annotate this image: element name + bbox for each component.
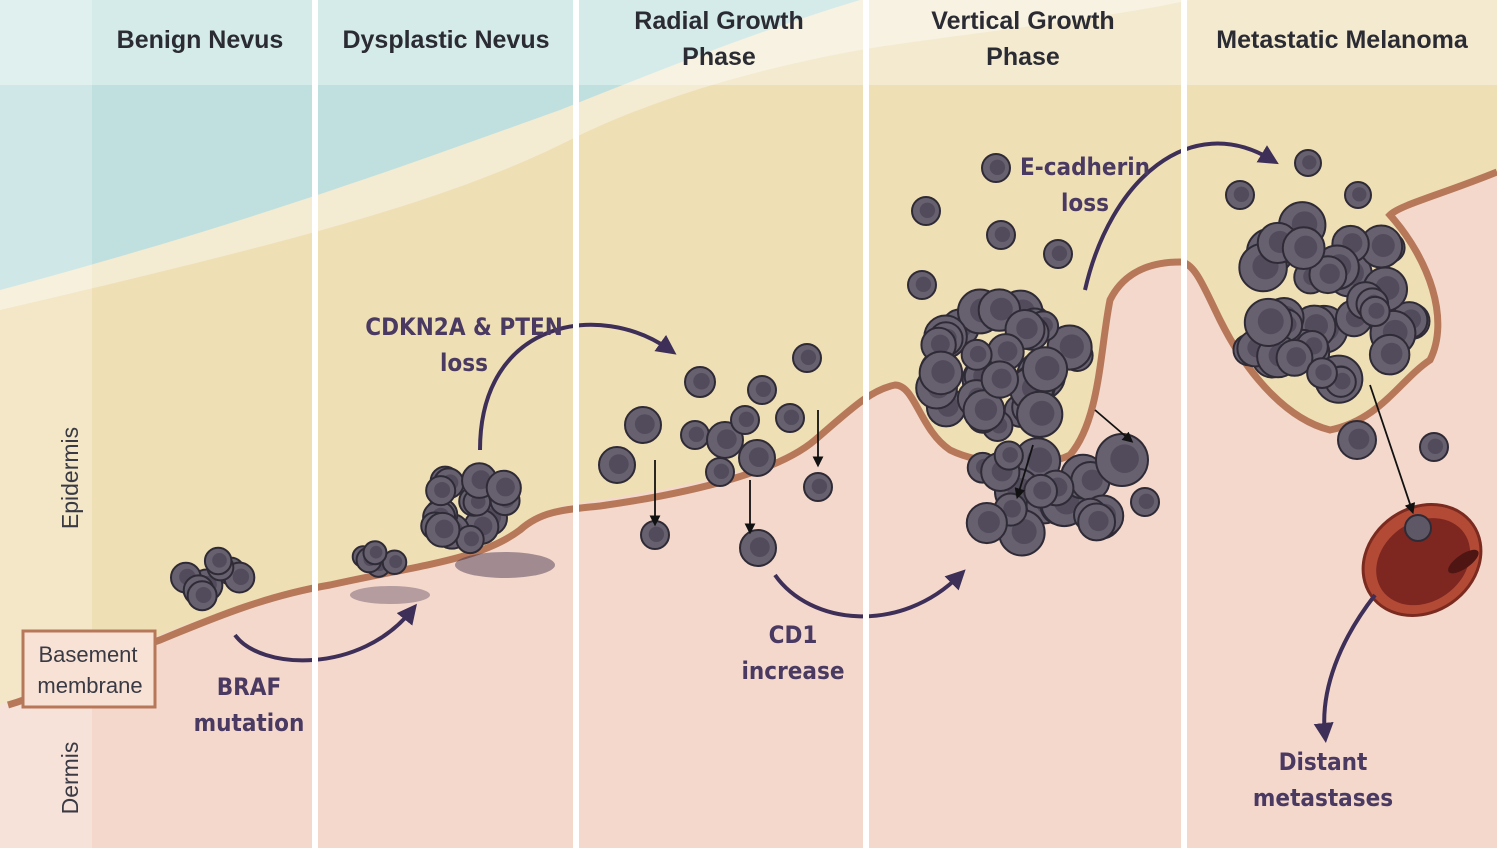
nucleus: [1016, 317, 1038, 340]
annotation: metastases: [1253, 784, 1393, 812]
nucleus: [634, 414, 655, 434]
stage-title: Dysplastic Nevus: [342, 26, 549, 54]
nucleus: [1051, 245, 1068, 261]
left-band: [0, 0, 92, 848]
nucleus: [1110, 444, 1139, 474]
shadow: [350, 586, 430, 604]
annotation: loss: [440, 349, 488, 377]
stage-title: Benign Nevus: [117, 26, 284, 54]
nucleus: [648, 526, 665, 542]
nucleus: [974, 398, 998, 421]
nucleus: [1059, 334, 1084, 359]
nucleus: [748, 447, 769, 467]
stage-title: Phase: [986, 43, 1060, 71]
nucleus: [713, 463, 730, 479]
cells: [169, 149, 1449, 612]
annotation: mutation: [194, 709, 305, 737]
nucleus: [496, 477, 515, 497]
nucleus: [688, 426, 705, 442]
nucleus: [608, 454, 629, 474]
nucleus: [783, 409, 800, 425]
nucleus: [1033, 481, 1052, 500]
layer-label: Dermis: [57, 742, 83, 815]
nucleus: [1371, 233, 1395, 258]
cell: [1404, 514, 1432, 542]
nucleus: [991, 368, 1012, 389]
nucleus: [990, 297, 1013, 321]
annotation: increase: [742, 657, 845, 685]
blood-vessel: [1361, 503, 1483, 617]
nucleus: [1029, 400, 1055, 426]
nucleus: [389, 555, 403, 569]
nucleus: [811, 478, 828, 494]
annotation: CDKN2A & PTEN: [365, 313, 563, 341]
nucleus: [1138, 493, 1155, 509]
nucleus: [969, 345, 987, 363]
stage-title: Vertical Growth: [931, 7, 1114, 35]
annotation: E-cadherin: [1020, 153, 1150, 181]
nucleus: [434, 481, 451, 498]
nucleus: [693, 373, 710, 390]
nucleus: [434, 519, 454, 539]
dividers: [312, 0, 1187, 848]
nucleus: [1352, 187, 1367, 202]
nucleus: [1286, 347, 1307, 367]
annotation: BRAF: [217, 673, 282, 701]
stage-title: Radial Growth: [634, 7, 803, 35]
nucleus: [1380, 342, 1403, 365]
nucleus: [1011, 519, 1037, 545]
basement-membrane-label: Basement: [38, 642, 137, 667]
nucleus: [1088, 510, 1109, 532]
annotation: CD1: [769, 621, 818, 649]
nucleus: [1081, 469, 1103, 491]
nucleus: [915, 276, 932, 292]
nucleus: [464, 531, 479, 547]
nucleus: [212, 553, 227, 568]
nucleus: [1294, 235, 1318, 259]
nucleus: [232, 568, 250, 585]
nucleus: [994, 226, 1011, 242]
nucleus: [989, 159, 1006, 175]
basement-membrane-box: [21, 629, 157, 709]
nucleus: [1002, 447, 1018, 463]
nucleus: [977, 510, 1000, 534]
nucleus: [1333, 372, 1351, 390]
nucleus: [931, 360, 955, 384]
basement-membrane-label: membrane: [37, 673, 142, 698]
nucleus: [1348, 428, 1370, 450]
stage-title: Phase: [682, 43, 756, 71]
nucleus: [195, 587, 212, 603]
nucleus: [471, 470, 491, 490]
layer-label: Epidermis: [57, 427, 83, 529]
nucleus: [1368, 302, 1385, 319]
nucleus: [1319, 263, 1340, 284]
annotation: Distant: [1279, 748, 1368, 776]
nucleus: [1257, 308, 1284, 335]
nucleus: [716, 429, 737, 449]
nucleus: [1427, 438, 1444, 454]
nucleus: [997, 341, 1018, 361]
nucleus: [1003, 499, 1021, 518]
stage-title: Metastatic Melanoma: [1216, 26, 1469, 54]
nucleus: [1233, 186, 1250, 202]
small-arrows: [649, 384, 1416, 535]
nucleus: [1035, 356, 1060, 381]
nucleus: [1026, 447, 1053, 473]
nucleus: [1315, 364, 1332, 381]
nucleus: [749, 537, 770, 557]
nucleus: [800, 349, 817, 365]
nucleus: [1302, 155, 1317, 170]
nucleus: [919, 202, 936, 218]
annotation: loss: [1061, 189, 1109, 217]
nucleus: [755, 381, 772, 397]
stratum-corneum: [0, 0, 860, 290]
header-band: [0, 0, 1497, 85]
nucleus: [369, 545, 383, 559]
nucleus: [930, 334, 950, 354]
shadow: [455, 552, 555, 578]
nucleus: [738, 411, 755, 427]
